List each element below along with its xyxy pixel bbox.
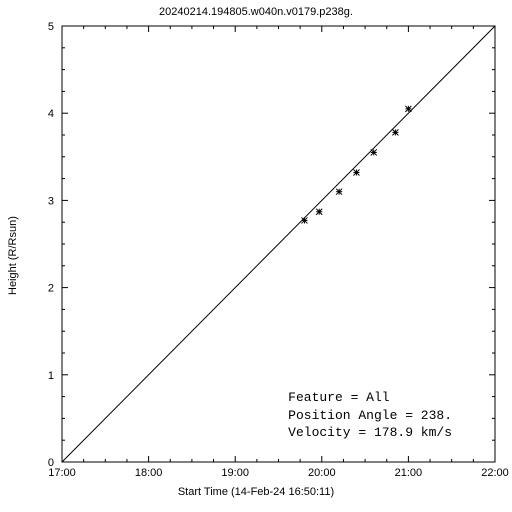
annotation-feature: Feature = All [288, 389, 452, 407]
data-marker [392, 129, 398, 135]
x-tick-label: 21:00 [395, 467, 423, 479]
y-tick-label: 2 [48, 283, 54, 295]
y-tick-label: 3 [48, 195, 54, 207]
y-tick-label: 0 [48, 457, 54, 469]
x-tick-label: 18:00 [135, 467, 163, 479]
data-marker [316, 209, 322, 215]
y-tick-label: 5 [48, 21, 54, 33]
chart-container: 20240214.194805.w040n.v0179.p238g. Heigh… [0, 0, 512, 512]
data-marker [405, 106, 411, 112]
data-marker [301, 217, 307, 223]
x-axis-label: Start Time (14-Feb-24 16:50:11) [0, 486, 512, 498]
annotation-angle: Position Angle = 238. [288, 407, 452, 425]
annotation-block: Feature = All Position Angle = 238. Velo… [288, 389, 452, 442]
x-tick-label: 20:00 [308, 467, 336, 479]
x-tick-label: 22:00 [481, 467, 509, 479]
data-marker [371, 149, 377, 155]
data-marker [353, 169, 359, 175]
y-tick-label: 1 [48, 370, 54, 382]
y-axis-label: Height (R/Rsun) [6, 0, 20, 512]
x-tick-label: 19:00 [221, 467, 249, 479]
annotation-velocity: Velocity = 178.9 km/s [288, 424, 452, 442]
y-tick-label: 4 [48, 108, 54, 120]
data-marker [336, 189, 342, 195]
chart-title: 20240214.194805.w040n.v0179.p238g. [0, 6, 512, 18]
